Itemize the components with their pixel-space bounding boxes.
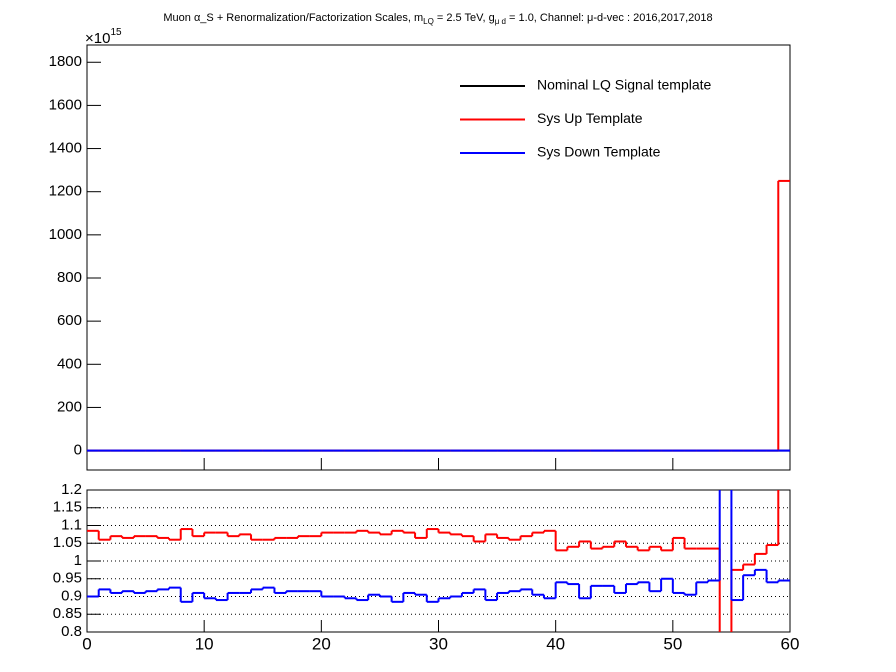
x-tick-label: 10 (195, 634, 214, 653)
y-tick-label: 1.05 (53, 534, 82, 551)
title-part: Muon α_S + Renormalization/Factorization… (163, 12, 423, 24)
y-tick-label: 600 (57, 312, 82, 329)
x-tick-label: 30 (429, 634, 448, 653)
chart-title: Muon α_S + Renormalization/Factorization… (163, 12, 712, 26)
plot-frame (86, 489, 791, 633)
plot-area (87, 179, 790, 452)
x-tick-label: 0 (82, 634, 91, 653)
y-tick-label: 0.9 (61, 587, 82, 604)
y-tick-label: 1600 (49, 96, 82, 113)
title-part: = 1.0, Channel: μ-d-vec : 2016,2017,2018 (506, 12, 713, 24)
y-tick-label: 200 (57, 398, 82, 415)
legend-label: Sys Down Template (537, 144, 661, 160)
legend-label: Sys Up Template (537, 110, 643, 126)
y-tick-label: 1.15 (53, 499, 82, 516)
y-tick-label: 0.85 (53, 605, 82, 622)
y-tick-label: 800 (57, 269, 82, 286)
legend-label: Nominal LQ Signal template (537, 77, 712, 93)
y-tick-label: 1000 (49, 226, 82, 243)
y-tick-label: 1400 (49, 140, 82, 157)
y-tick-label: 1 (74, 552, 82, 569)
y-tick-label: 400 (57, 355, 82, 372)
y-tick-label: 1800 (49, 53, 82, 70)
multiplier-power: 15 (110, 27, 122, 38)
x-tick-label: 20 (312, 634, 331, 653)
y-multiplier: ×1015 (85, 27, 122, 47)
x-tick-label: 50 (663, 634, 682, 653)
y-tick-label: 1.2 (61, 481, 82, 498)
y-tick-label: 0 (74, 442, 82, 459)
title-sub: LQ (423, 17, 434, 26)
multiplier-base: ×10 (85, 30, 110, 47)
x-tick-label: 60 (781, 634, 800, 653)
plot-area (87, 490, 790, 632)
y-tick-label: 0.8 (61, 623, 82, 640)
y-tick-label: 1.1 (61, 516, 82, 533)
title-part: = 2.5 TeV, g (434, 12, 495, 24)
title-sub: μ d (495, 17, 506, 26)
x-tick-label: 40 (546, 634, 565, 653)
plot-frame (86, 44, 791, 471)
y-tick-label: 0.95 (53, 570, 82, 587)
y-tick-label: 1200 (49, 183, 82, 200)
